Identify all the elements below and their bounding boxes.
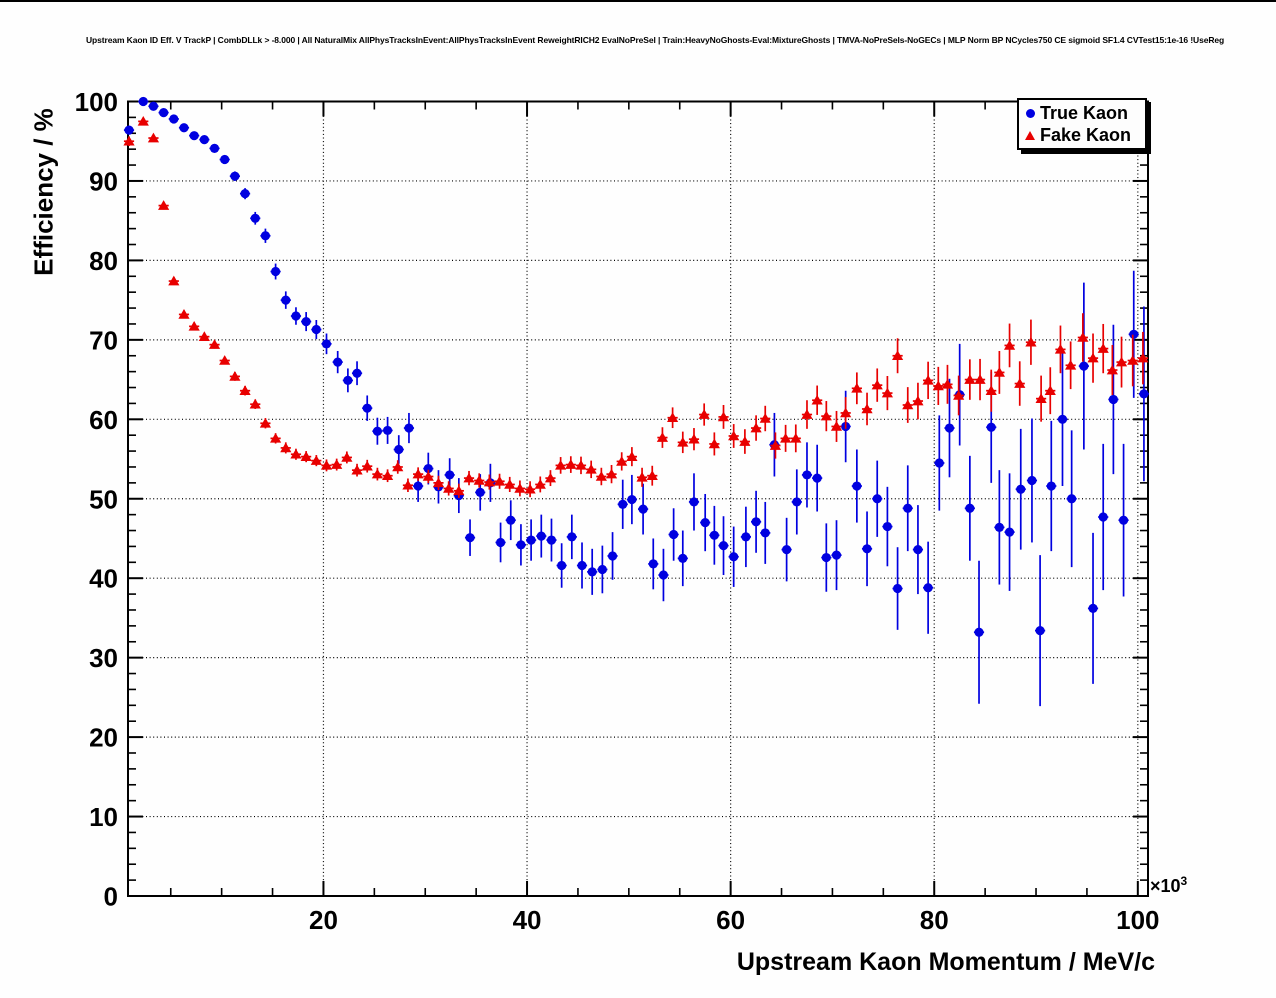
fake-kaon-series — [123, 115, 1149, 498]
svg-text:100: 100 — [75, 87, 118, 117]
legend-item-true-kaon: True Kaon — [1024, 104, 1145, 122]
true-kaon-circle-icon — [1024, 108, 1036, 118]
plot-title: Upstream Kaon ID Eff. V TrackP | CombDLL… — [86, 35, 1225, 45]
svg-text:50: 50 — [89, 484, 118, 514]
x-power-exponent: 3 — [1180, 874, 1188, 888]
legend-item-fake-kaon: Fake Kaon — [1024, 126, 1145, 144]
svg-text:80: 80 — [89, 246, 118, 276]
x-axis-power-label: ×103 — [1150, 874, 1187, 897]
svg-text:20: 20 — [89, 723, 118, 753]
svg-text:40: 40 — [513, 905, 542, 935]
svg-text:90: 90 — [89, 166, 118, 196]
svg-text:40: 40 — [89, 564, 118, 594]
legend-label: Fake Kaon — [1040, 125, 1132, 145]
svg-text:60: 60 — [716, 905, 745, 935]
svg-text:0: 0 — [104, 882, 118, 912]
y-axis-title: Efficiency / % — [28, 108, 59, 276]
svg-text:80: 80 — [920, 905, 949, 935]
x-axis-title: Upstream Kaon Momentum / MeV/c — [736, 948, 1155, 976]
fake-kaon-triangle-icon — [1024, 130, 1036, 140]
svg-text:20: 20 — [309, 905, 338, 935]
svg-text:30: 30 — [89, 643, 118, 673]
true-kaon-series — [123, 96, 1150, 707]
svg-text:100: 100 — [1116, 905, 1159, 935]
legend-label: True Kaon — [1040, 103, 1129, 123]
legend-box: True Kaon Fake Kaon — [1017, 98, 1147, 150]
svg-text:10: 10 — [89, 802, 118, 832]
x-power-prefix: ×10 — [1150, 876, 1181, 896]
svg-text:60: 60 — [89, 405, 118, 435]
svg-text:70: 70 — [89, 325, 118, 355]
